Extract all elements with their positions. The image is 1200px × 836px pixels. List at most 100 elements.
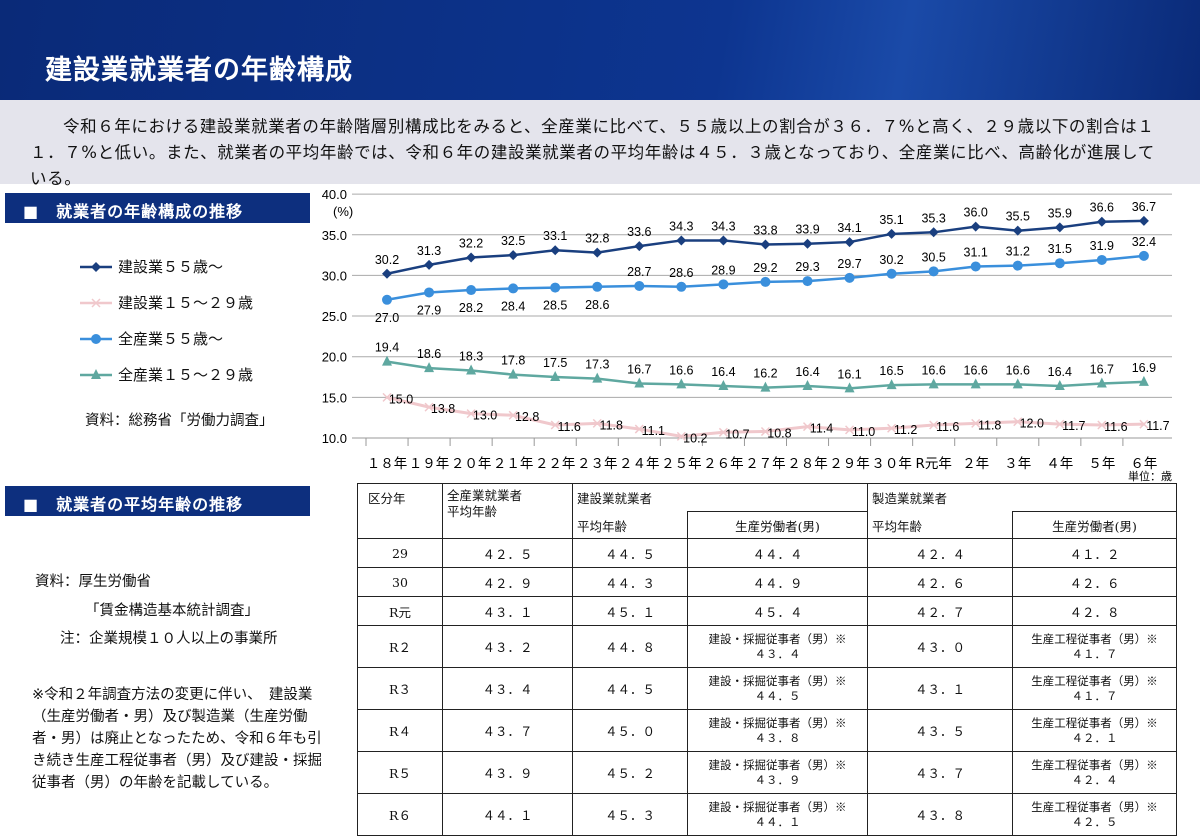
data-point (760, 239, 771, 250)
data-label: 31.3 (417, 244, 441, 258)
data-label: 18.3 (459, 350, 483, 364)
data-point (971, 418, 981, 428)
data-point (970, 261, 981, 272)
table-cell: ４４．５ (572, 667, 688, 710)
data-label: 32.2 (459, 237, 483, 251)
table-cell: R４ (357, 709, 443, 752)
x-tick-label: ４年 (1046, 456, 1073, 472)
x-tick-label: ２８年 (787, 456, 828, 472)
table-cell: ４５．４ (687, 596, 868, 626)
data-label: 11.7 (1146, 419, 1169, 433)
x-tick-label: ６年 (1130, 456, 1157, 472)
data-label: 33.9 (795, 223, 819, 237)
data-point (634, 241, 645, 252)
data-point (1096, 377, 1107, 388)
data-point (634, 377, 645, 388)
table-cell: ４３．９ (442, 751, 573, 794)
data-point (592, 247, 603, 258)
data-label: 11.0 (852, 425, 875, 439)
data-label: 17.8 (501, 354, 525, 368)
data-point (802, 276, 813, 287)
data-label: 35.1 (879, 213, 903, 227)
data-label: 28.6 (669, 266, 693, 280)
x-tick-label: １８年 (367, 456, 408, 472)
data-label: 16.7 (1090, 363, 1114, 377)
data-label: 28.2 (459, 301, 483, 315)
table-cell: ４３．１ (442, 596, 573, 626)
x-tick-label: ２１年 (493, 456, 534, 472)
data-label: 16.6 (669, 363, 693, 377)
line-chart: 10.0 15.0 20.0 25.0 30.0 35.0 40.0 (%) １８年 １９年 ２０年… (322, 187, 1172, 483)
table-cell: ４３．５ (867, 709, 1013, 752)
data-label: 15.0 (389, 392, 413, 406)
data-point (845, 425, 855, 435)
table-cell: 建設・採掘従事者（男）※ ４３．８ (687, 709, 868, 752)
data-label: 32.8 (585, 232, 609, 246)
data-label: 35.3 (921, 211, 945, 225)
x-tick-label: ２６年 (703, 456, 744, 472)
data-point (676, 281, 687, 292)
section-heading-average-age: ■ 就業者の平均年齢の推移 (5, 486, 310, 516)
table-cell: R元 (357, 596, 443, 626)
data-point (970, 221, 981, 232)
data-label: 35.5 (1006, 210, 1030, 224)
table-row: R２ ４３．２ ４４．８ 建設・採掘従事者（男）※ ４３．４ ４３．０ 生産工程従事者（男）… (357, 625, 1177, 668)
data-point (592, 372, 603, 383)
table-cell: 生産工程従事者（男）※ ４２．５ (1012, 793, 1177, 836)
table-cell: ４３．７ (867, 751, 1013, 794)
legend-label: 建設業１５～２９歳 (118, 294, 254, 312)
data-label: 28.5 (543, 299, 567, 313)
data-label: 33.8 (753, 224, 777, 238)
y-tick-label: 35.0 (322, 228, 347, 243)
data-label: 36.0 (964, 206, 988, 220)
table-cell: ４４．８ (572, 625, 688, 668)
x-tick-label: ３年 (1004, 456, 1031, 472)
table-cell: ４２．６ (1012, 567, 1177, 597)
data-point (844, 382, 855, 393)
column-header: 全産業就業者 平均年齢 (442, 483, 573, 539)
data-point (1012, 260, 1023, 271)
data-point (508, 368, 519, 379)
source-note-2a: 資料：厚生労働省 (35, 574, 151, 590)
data-point (887, 423, 897, 433)
header-banner (0, 0, 1200, 100)
data-label: 16.6 (964, 363, 988, 377)
column-header: 生産労働者(男) (687, 511, 868, 539)
data-label: 10.8 (767, 426, 791, 440)
data-label: 16.6 (921, 363, 945, 377)
table-row: 30 ４２．９ ４４．３ ４４．９ ４２．６ ４２．６ (357, 567, 1177, 597)
table-cell: ４５．３ (572, 793, 688, 836)
data-label: 33.1 (543, 229, 567, 243)
data-point (844, 237, 855, 248)
table-cell: R３ (357, 667, 443, 710)
data-point (466, 364, 477, 375)
data-point (928, 266, 939, 277)
data-point (928, 227, 939, 238)
data-point (886, 228, 897, 239)
table-cell: ４３．１ (867, 667, 1013, 710)
table-cell: 建設・採掘従事者（男）※ ４３．９ (687, 751, 868, 794)
data-point (676, 431, 686, 441)
data-point (592, 281, 603, 292)
data-label: 29.2 (753, 261, 777, 275)
data-point (718, 279, 729, 290)
table-row: R元 ４３．１ ４５．１ ４５．４ ４２．７ ４２．８ (357, 596, 1177, 626)
section-heading-age-composition: ■ 就業者の年齢構成の推移 (5, 193, 310, 223)
data-point (466, 252, 477, 263)
table-cell: ４４．１ (442, 793, 573, 836)
data-label: 11.2 (894, 423, 917, 437)
data-label: 16.4 (711, 365, 735, 379)
data-label: 30.5 (921, 250, 945, 264)
table-row: R３ ４３．４ ４４．５ 建設・採掘従事者（男）※ ４４．５ ４３．１ 生産工程従事者（男）… (357, 667, 1177, 710)
legend-label: 全産業５５歳～ (118, 330, 224, 348)
column-header: 生産労働者(男) (1012, 511, 1177, 539)
data-label: 13.0 (473, 409, 497, 423)
data-point (929, 420, 939, 430)
data-label: 13.8 (431, 402, 455, 416)
average-age-table: 区分年 全産業就業者 平均年齢 建設業就業者 製造業就業者 平均年齢 生産労働者(男) 平均年… (357, 483, 1177, 836)
data-point (1138, 250, 1149, 261)
data-label: 11.4 (810, 422, 833, 436)
legend-x-icon (80, 297, 112, 308)
legend-label: 全産業１５～２９歳 (118, 366, 254, 384)
data-point (760, 276, 771, 287)
